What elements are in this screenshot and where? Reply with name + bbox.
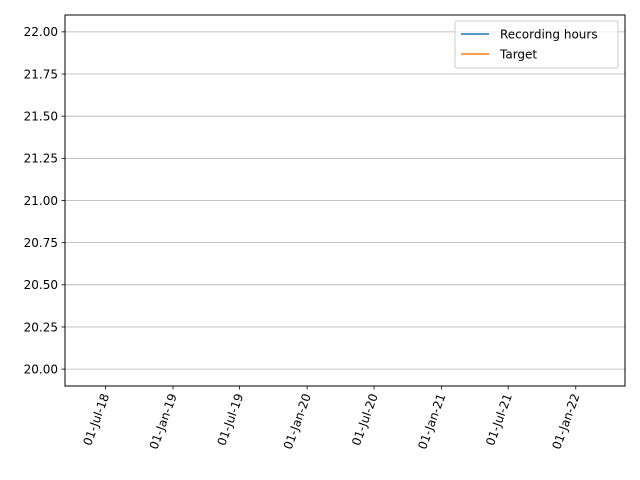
legend-label: Recording hours [500,27,598,41]
y-tick-label: 20.75 [24,236,58,250]
y-gridlines [65,31,625,370]
y-tick-label: 21.25 [24,152,58,166]
y-tick-label: 21.50 [24,109,58,123]
legend-label: Target [499,47,537,61]
y-axis: 20.00 20.25 20.50 20.75 21.00 21.25 21.50 21.75… [24,25,65,376]
y-tick-label: 21.75 [24,67,58,81]
legend-box [454,20,619,69]
y-tick-label: 20.50 [24,278,58,292]
y-tick-label: 22.00 [24,25,58,39]
legend: Recording hours Target [454,20,619,69]
y-tick-label: 21.00 [24,194,58,208]
y-tick-label: 20.00 [24,362,58,376]
y-tick-label: 20.25 [24,320,58,334]
